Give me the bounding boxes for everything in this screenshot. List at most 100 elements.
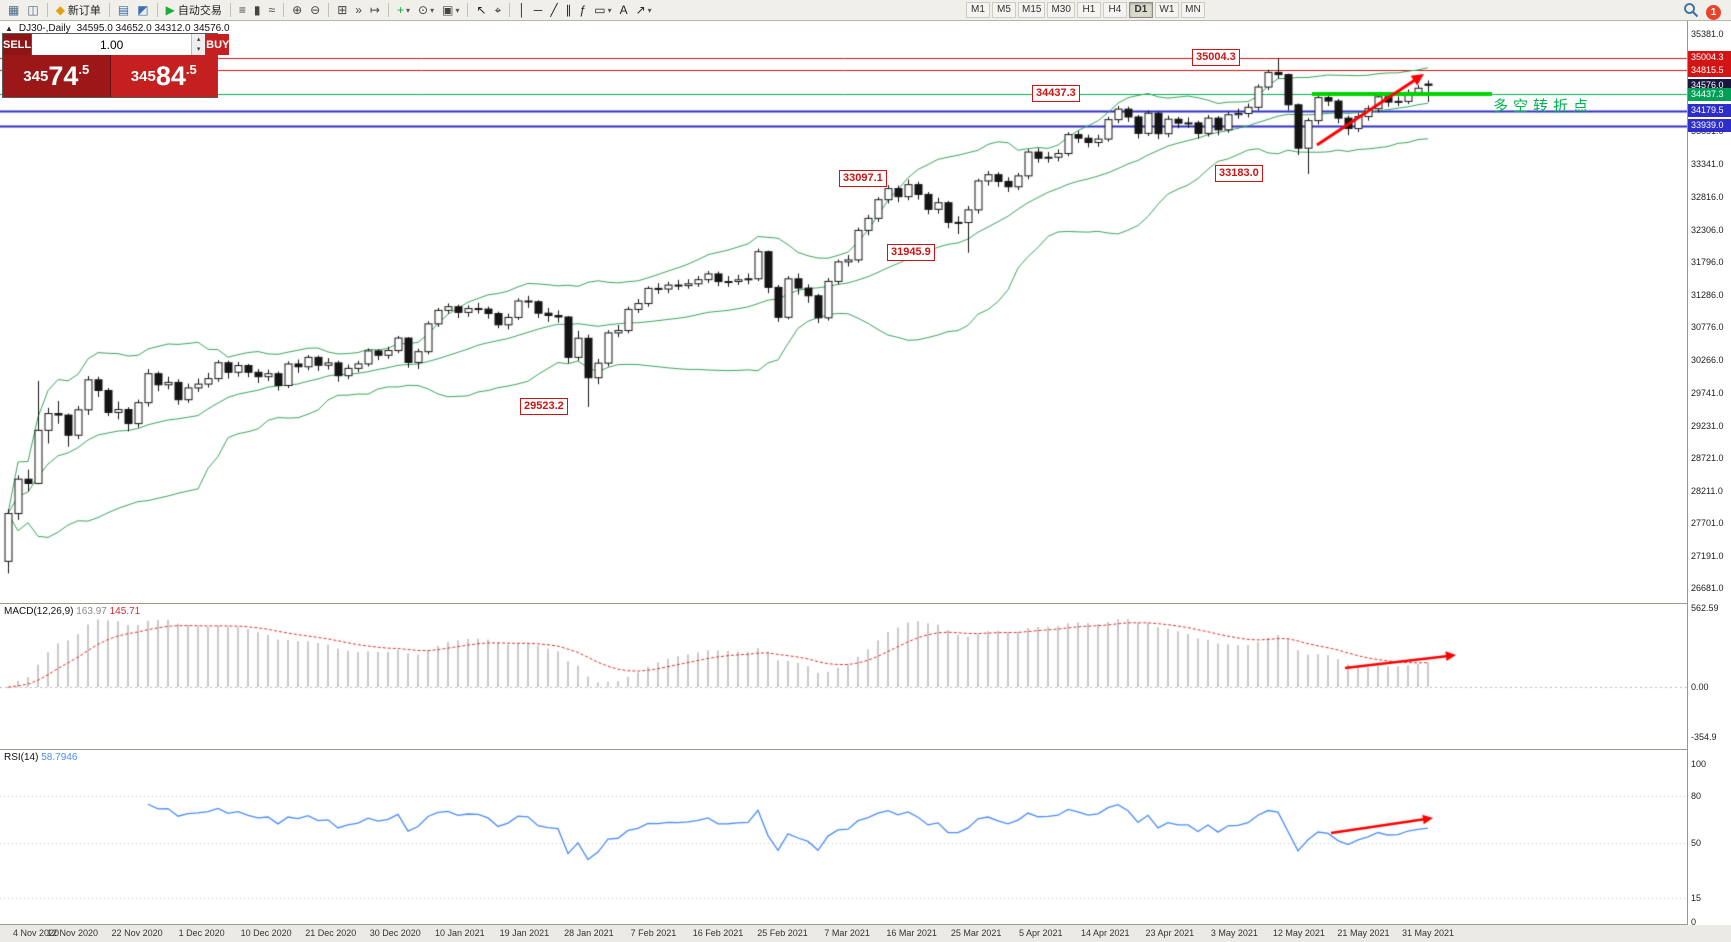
price-annotation[interactable]: 33097.1 bbox=[839, 170, 887, 188]
price-tick-label: 29741.0 bbox=[1691, 388, 1724, 399]
zoom-in-icon[interactable]: ⊕ bbox=[292, 3, 303, 17]
lot-decrease-button[interactable]: ▾ bbox=[192, 44, 206, 55]
price-tick-label: 29231.0 bbox=[1691, 420, 1724, 431]
text-label-icon[interactable]: A bbox=[619, 3, 628, 17]
arrow-objects-icon[interactable]: ↗ ▾ bbox=[635, 3, 652, 17]
shapes-icon[interactable]: ▭ ▾ bbox=[594, 3, 612, 17]
notification-badge[interactable]: 1 bbox=[1706, 5, 1721, 20]
chart-shift-icon[interactable]: ↦ bbox=[369, 3, 380, 17]
lot-increase-button[interactable]: ▴ bbox=[192, 34, 206, 45]
price-tick-label: 33341.0 bbox=[1691, 158, 1724, 169]
turning-point-label[interactable]: 多空转折点 bbox=[1493, 98, 1594, 115]
toolbar-separator bbox=[156, 3, 158, 17]
date-axis[interactable]: 4 Nov 2020 12 Nov 2020 22 Nov 2020 1 Dec 20… bbox=[0, 925, 1731, 942]
price-tick-label: 27191.0 bbox=[1691, 550, 1724, 561]
date-tick-label: 19 Jan 2021 bbox=[499, 928, 550, 938]
toolbar-separator bbox=[328, 3, 330, 17]
sell-price-button[interactable]: 345 74.5 bbox=[3, 55, 110, 97]
toolbar-separator bbox=[46, 3, 48, 17]
autotrading-button[interactable]: ▶ 自动交易 bbox=[165, 3, 222, 17]
sell-button[interactable]: SELL bbox=[3, 34, 32, 55]
price-annotation[interactable]: 29523.2 bbox=[520, 398, 568, 415]
toolbar-separator bbox=[108, 3, 110, 17]
timeframe-button-mn[interactable]: MN bbox=[1180, 2, 1205, 18]
timeframe-button-w1[interactable]: W1 bbox=[1154, 2, 1179, 18]
timeframe-button-m15[interactable]: M15 bbox=[1018, 2, 1046, 18]
fibonacci-icon[interactable]: ƒ bbox=[579, 3, 587, 17]
price-annotation[interactable]: 35004.3 bbox=[1192, 48, 1240, 66]
price-level-tag: 33939.0 bbox=[1688, 119, 1731, 133]
one-click-collapse-icon[interactable]: ▲ bbox=[5, 24, 13, 33]
dropdown-caret-icon[interactable]: ▾ bbox=[430, 5, 435, 15]
price-big-digits: 84 bbox=[155, 60, 186, 91]
price-level-tag: 34179.5 bbox=[1688, 104, 1731, 117]
main-chart-canvas[interactable] bbox=[0, 21, 1687, 603]
trendline-icon[interactable]: ╱ bbox=[550, 3, 558, 17]
rsi-panel-resize-handle[interactable] bbox=[0, 749, 1731, 750]
price-tick-label: 31286.0 bbox=[1691, 289, 1724, 300]
tick-chart-icon[interactable]: ◩ bbox=[137, 3, 149, 17]
macd-panel-resize-handle[interactable] bbox=[0, 603, 1731, 604]
search-icon[interactable] bbox=[1683, 2, 1699, 23]
price-level-tag: 35004.3 bbox=[1688, 51, 1731, 65]
date-tick-label: 10 Dec 2020 bbox=[240, 928, 292, 938]
rsi-axis-label: 80 bbox=[1691, 790, 1702, 801]
date-tick-label: 21 Dec 2020 bbox=[305, 928, 357, 938]
periods-icon[interactable]: ⊙ ▾ bbox=[418, 3, 435, 17]
new-chart-icon[interactable]: ▦ bbox=[8, 3, 20, 17]
price-annotation[interactable]: 34437.3 bbox=[1032, 85, 1080, 103]
macd-axis-label: 562.59 bbox=[1691, 603, 1719, 613]
crosshair-icon[interactable]: ⌖ bbox=[494, 3, 502, 17]
macd-panel-canvas[interactable] bbox=[0, 604, 1687, 749]
timeframe-button-h1[interactable]: H1 bbox=[1076, 2, 1101, 18]
cursor-icon[interactable]: ↖ bbox=[476, 3, 487, 17]
price-axis[interactable]: 35381.033851.033341.032816.032306.031796… bbox=[1687, 21, 1731, 927]
date-tick-label: 12 May 2021 bbox=[1272, 928, 1325, 938]
price-tick-label: 32816.0 bbox=[1691, 192, 1724, 203]
one-click-prices-row: 345 74.5 345 84.5 bbox=[3, 55, 217, 97]
rsi-panel-canvas[interactable] bbox=[0, 750, 1687, 925]
vertical-line-icon[interactable]: │ bbox=[518, 3, 526, 17]
price-annotation[interactable]: 33183.0 bbox=[1215, 164, 1263, 182]
candlestick-chart-icon[interactable]: ▮ bbox=[253, 3, 261, 17]
price-tick-label: 27701.0 bbox=[1691, 518, 1724, 529]
timeframe-toolbar: M1 M5 M15 M30 H1 H4 D1 W1 MN bbox=[966, 2, 1205, 18]
timeframe-button-m1[interactable]: M1 bbox=[966, 2, 990, 18]
timeframe-button-m5[interactable]: M5 bbox=[992, 2, 1016, 18]
templates-icon[interactable]: ▣ ▾ bbox=[442, 3, 460, 17]
new-order-button[interactable]: ◆ 新订单 bbox=[55, 3, 101, 17]
line-chart-icon[interactable]: ≈ bbox=[268, 3, 276, 17]
buy-button[interactable]: BUY bbox=[206, 34, 230, 55]
macd-main-value: 163.97 bbox=[76, 606, 107, 617]
rsi-indicator-label: RSI(14) 58.7946 bbox=[4, 752, 77, 763]
date-tick-label: 23 Apr 2021 bbox=[1145, 928, 1195, 938]
price-tick-label: 30776.0 bbox=[1691, 322, 1724, 333]
dropdown-caret-icon[interactable]: ▾ bbox=[455, 5, 460, 15]
macd-signal-value: 145.71 bbox=[109, 606, 141, 617]
chart-window-icon[interactable]: ▤ bbox=[117, 3, 130, 17]
timeframe-button-m30[interactable]: M30 bbox=[1047, 2, 1075, 18]
price-tick-label: 28211.0 bbox=[1691, 485, 1723, 496]
profiles-icon[interactable]: ◫ bbox=[27, 3, 39, 17]
horizontal-line-icon[interactable]: ─ bbox=[533, 3, 543, 17]
timeframe-button-h4[interactable]: H4 bbox=[1102, 2, 1127, 18]
dropdown-caret-icon[interactable]: ▾ bbox=[406, 5, 411, 15]
date-tick-label: 28 Jan 2021 bbox=[564, 928, 614, 938]
date-tick-label: 4 Nov 2020 bbox=[12, 928, 60, 938]
bar-chart-icon[interactable]: ≡ bbox=[238, 3, 246, 17]
price-annotation[interactable]: 31945.9 bbox=[887, 243, 935, 261]
date-tick-label: 25 Feb 2021 bbox=[757, 928, 808, 938]
lot-size-input[interactable] bbox=[32, 34, 192, 55]
date-tick-label: 16 Mar 2021 bbox=[886, 928, 937, 938]
date-tick-label: 1 Dec 2020 bbox=[178, 928, 225, 938]
dropdown-caret-icon[interactable]: ▾ bbox=[647, 5, 652, 15]
channel-icon[interactable]: ∥ bbox=[565, 3, 572, 17]
timeframe-button-d1[interactable]: D1 bbox=[1128, 2, 1153, 18]
indicators-icon[interactable]: + ▾ bbox=[397, 3, 411, 17]
zoom-out-icon[interactable]: ⊖ bbox=[310, 3, 321, 17]
auto-scroll-icon[interactable]: » bbox=[355, 3, 362, 17]
buy-price-button[interactable]: 345 84.5 bbox=[109, 55, 217, 97]
tile-windows-icon[interactable]: ⊞ bbox=[337, 3, 348, 17]
dropdown-caret-icon[interactable]: ▾ bbox=[607, 5, 612, 15]
